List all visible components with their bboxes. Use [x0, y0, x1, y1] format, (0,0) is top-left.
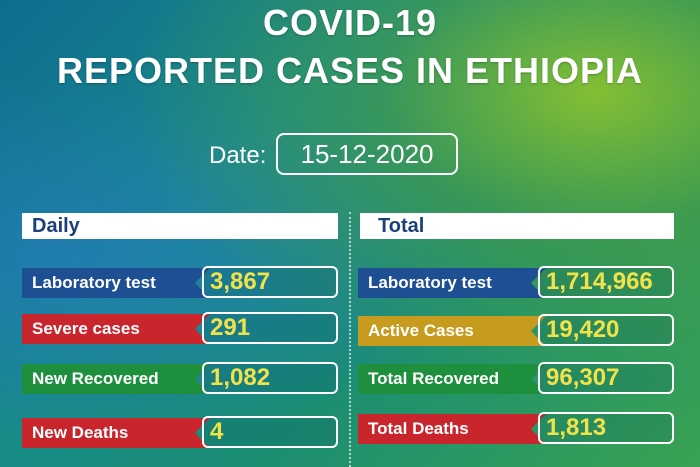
total-deaths-value: 1,813: [538, 412, 674, 444]
total-lab-test-value: 1,714,966: [538, 266, 674, 298]
daily-new-deaths-value: 4: [202, 416, 338, 448]
panel-divider: [349, 212, 351, 467]
daily-severe-cases-label: Severe cases: [22, 314, 210, 344]
total-lab-test-label: Laboratory test: [358, 268, 546, 298]
total-active-cases-value: 19,420: [538, 314, 674, 346]
daily-severe-cases-value: 291: [202, 312, 338, 344]
total-header: Total: [360, 213, 674, 239]
daily-new-recovered-value: 1,082: [202, 362, 338, 394]
total-deaths-label: Total Deaths: [358, 414, 546, 444]
daily-lab-test-value: 3,867: [202, 266, 338, 298]
date-label: Date:: [209, 142, 267, 169]
daily-new-deaths-label: New Deaths: [22, 418, 210, 448]
total-active-cases-label: Active Cases: [358, 316, 546, 346]
date-value: 15-12-2020: [276, 133, 458, 175]
title-line-2: REPORTED CASES IN ETHIOPIA: [56, 50, 644, 91]
total-recovered-label: Total Recovered: [358, 364, 546, 394]
daily-lab-test-label: Laboratory test: [22, 268, 210, 298]
daily-header: Daily: [22, 213, 338, 239]
total-recovered-value: 96,307: [538, 362, 674, 394]
title-line-1: COVID-19: [262, 2, 438, 43]
daily-new-recovered-label: New Recovered: [22, 364, 210, 394]
